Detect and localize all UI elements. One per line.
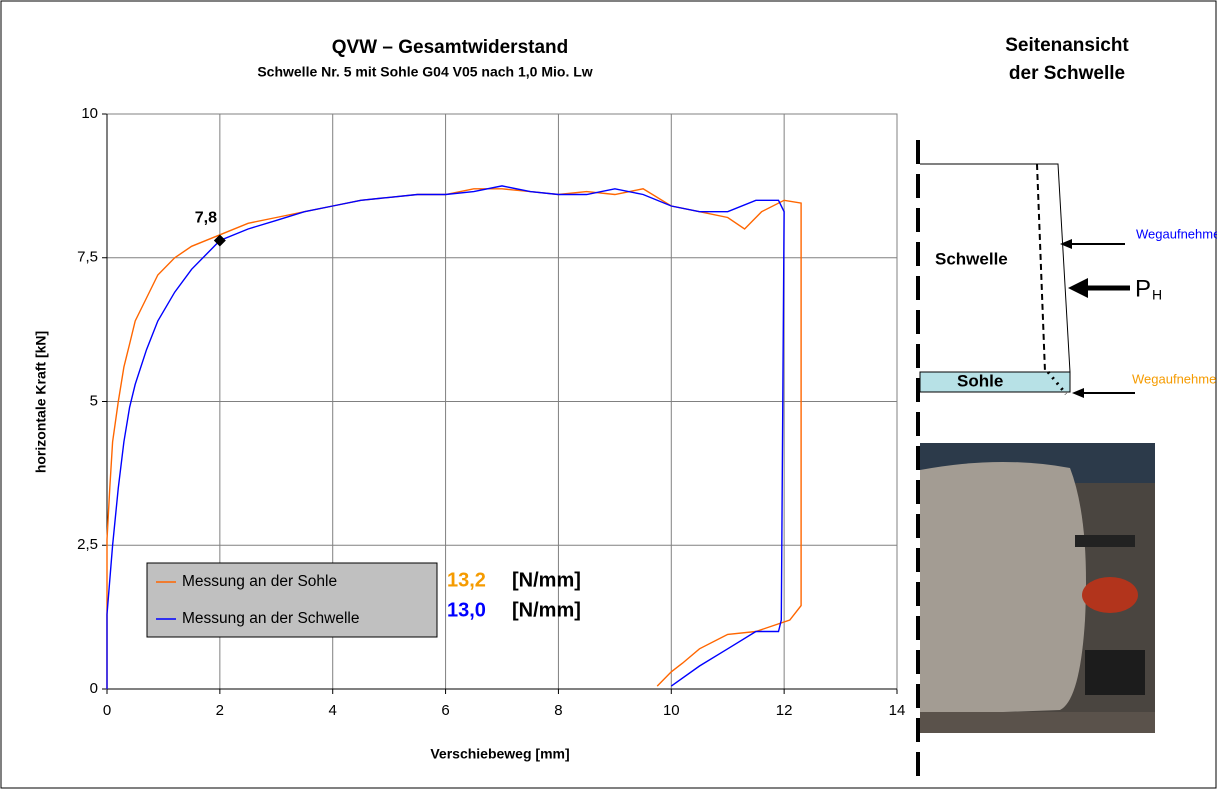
force-subscript: H [1152, 287, 1162, 303]
sleeper-label: Schwelle [935, 249, 1008, 268]
x-axis-label: Verschiebeweg [mm] [430, 746, 569, 762]
legend-box [146, 562, 438, 638]
pad [919, 371, 1071, 393]
y-tick-label: 7,5 [77, 249, 98, 266]
y-axis-label: horizontale Kraft [kN] [33, 331, 49, 473]
arrow-head [1072, 388, 1084, 398]
point-label: 7,8 [195, 210, 217, 227]
chart-subtitle: Schwelle Nr. 5 mit Sohle G04 V05 nach 1,… [257, 64, 592, 80]
chart-title: QVW – Gesamtwiderstand [332, 37, 569, 58]
stiffness-unit: [N/mm] [512, 569, 581, 591]
legend-label: Messung an der Schwelle [182, 610, 360, 627]
x-tick-label: 2 [216, 702, 224, 719]
y-tick-label: 0 [90, 680, 98, 697]
arrow-head [1068, 278, 1088, 298]
photo-block [920, 461, 1086, 715]
x-tick-label: 12 [776, 702, 793, 719]
deformed-pad-edge [1046, 371, 1068, 395]
legend-label: Messung an der Sohle [182, 573, 337, 590]
x-tick-label: 0 [103, 702, 111, 719]
series-line [106, 185, 785, 689]
sensor-label: Wegaufnehmer [1132, 371, 1217, 386]
stiffness-unit: [N/mm] [512, 599, 581, 621]
diagram-title: der Schwelle [1009, 63, 1125, 84]
side-view: Seitenansicht der Schwelle Schwelle Sohl… [916, 35, 1217, 782]
series-line [106, 188, 802, 689]
photo [920, 443, 1155, 733]
y-tick-label: 5 [90, 392, 98, 409]
sleeper-outline [920, 163, 1071, 373]
x-tick-label: 8 [554, 702, 562, 719]
x-tick-label: 6 [441, 702, 449, 719]
x-tick-label: 10 [663, 702, 680, 719]
deformed-edge [1036, 163, 1046, 373]
photo-sensor [1085, 650, 1145, 695]
stiffness-value: 13,2 [447, 569, 486, 591]
stiffness-value: 13,0 [447, 599, 486, 621]
x-tick-label: 4 [329, 702, 337, 719]
pad-label: Sohle [957, 371, 1003, 390]
y-tick-label: 2,5 [77, 536, 98, 553]
sensor-label: Wegaufnehmer [1136, 226, 1217, 241]
legend: Messung an der Sohle Messung an der Schwe… [146, 562, 438, 638]
photo-device [1082, 577, 1138, 613]
diagram-title: Seitenansicht [1005, 35, 1129, 56]
arrow-head [1060, 239, 1072, 249]
point-marker [213, 234, 226, 247]
y-tick-label: 10 [81, 105, 98, 122]
force-label: P [1135, 275, 1151, 302]
photo-sensor [1075, 535, 1135, 547]
photo-floor [920, 712, 1155, 733]
x-tick-label: 14 [889, 702, 906, 719]
